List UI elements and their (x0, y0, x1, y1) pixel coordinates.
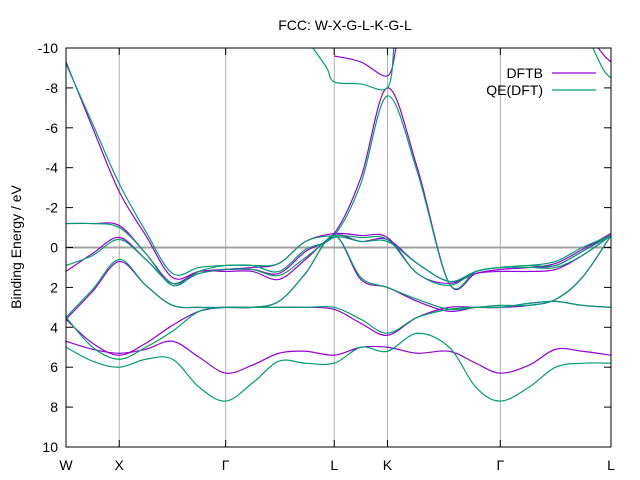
x-tick-label-1: X (115, 457, 125, 473)
series-0-band-5 (66, 61, 611, 291)
series-1-band-4 (66, 222, 611, 287)
legend-label-0: DFTB (506, 65, 543, 81)
x-tick-label-6: L (607, 457, 615, 473)
y-tick-label-1: -8 (46, 80, 59, 96)
y-tick-label-8: 6 (50, 359, 58, 375)
series-0-band-3 (66, 234, 611, 285)
series-1-band-7 (592, 48, 611, 79)
series-1-band-0 (66, 332, 611, 402)
y-tick-label-10: 10 (42, 439, 58, 455)
x-tick-label-4: K (383, 457, 393, 473)
series-1-band-6 (312, 48, 395, 91)
chart-title: FCC: W-X-G-L-K-G-L (278, 17, 412, 33)
x-tick-label-3: L (330, 457, 338, 473)
series-0-band-7 (597, 48, 611, 63)
series-1-band-3 (66, 235, 611, 285)
series-0-band-0 (66, 340, 611, 374)
y-tick-label-3: -4 (46, 160, 59, 176)
y-tick-label-5: 0 (50, 240, 58, 256)
y-tick-label-7: 4 (50, 319, 58, 335)
x-tick-label-0: W (59, 457, 73, 473)
series-1 (66, 48, 611, 402)
y-tick-label-4: -2 (46, 200, 59, 216)
series-0-band-1 (66, 300, 611, 356)
legend-label-1: QE(DFT) (486, 82, 543, 98)
x-tick-label-2: Γ (222, 457, 230, 473)
x-tick-label-5: Γ (496, 457, 504, 473)
series-0-band-4 (66, 222, 611, 285)
y-tick-label-0: -10 (38, 40, 58, 56)
y-axis-label: Binding Energy / eV (8, 184, 24, 308)
y-tick-label-2: -6 (46, 120, 59, 136)
series-0-band-6 (334, 48, 397, 77)
y-tick-label-6: 2 (50, 279, 58, 295)
series-layer (66, 48, 611, 402)
series-1-band-5 (66, 63, 611, 290)
series-1-band-1 (66, 300, 611, 360)
axis-ticks: -10 -8 -6 -4 -2 0 2 4 6 8 10W X Γ L K Γ L (38, 40, 615, 473)
y-tick-label-9: 8 (50, 399, 58, 415)
